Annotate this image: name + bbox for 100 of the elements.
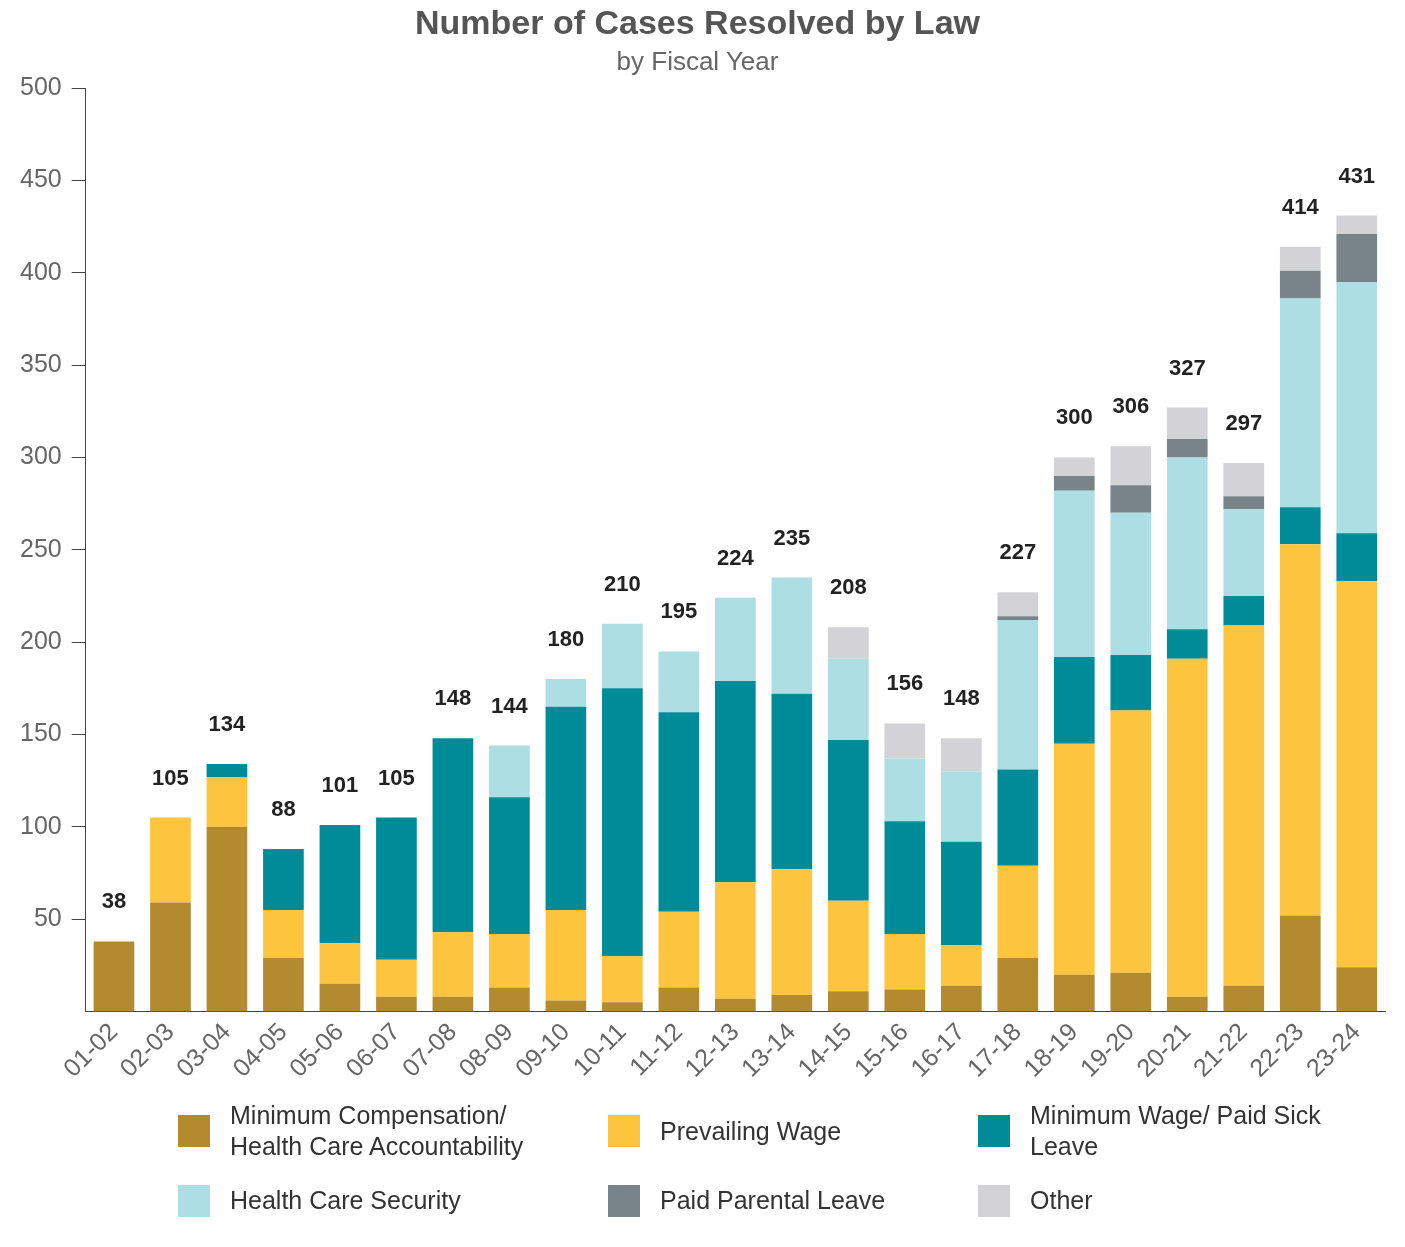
legend-label: Minimum Wage/ Paid Sick Leave: [1030, 1100, 1322, 1163]
legend-label: Prevailing Wage: [660, 1115, 842, 1147]
total-label: 144: [491, 692, 529, 718]
bar: [1166, 407, 1208, 439]
bar: [1110, 512, 1152, 656]
bar: [1110, 446, 1152, 486]
bar: [1336, 967, 1378, 1012]
bar: [997, 865, 1039, 959]
bar: [206, 764, 248, 777]
bar: [1110, 972, 1152, 1012]
bar: [489, 745, 530, 798]
bar: [771, 994, 813, 1012]
total-label: 105: [152, 764, 189, 790]
bar: [263, 849, 304, 910]
total-label: 88: [271, 796, 296, 822]
bar: [997, 592, 1039, 617]
bar: [376, 996, 417, 1012]
bar: [319, 825, 361, 944]
bar: [263, 958, 304, 1012]
bar: [1279, 270, 1321, 299]
bar: [715, 998, 756, 1012]
bar: [206, 826, 248, 1012]
legend-label: Health Care Security: [230, 1184, 461, 1216]
bar: [1336, 233, 1378, 282]
y-tick-label: 300: [19, 441, 62, 470]
total-label: 148: [942, 685, 980, 711]
chart-subtitle: by Fiscal Year: [616, 45, 779, 76]
bar: [206, 776, 248, 827]
bar: [715, 882, 756, 999]
bar: [319, 943, 361, 984]
y-tick-label: 450: [19, 164, 62, 193]
bar: [997, 769, 1039, 866]
total-label: 431: [1338, 162, 1376, 188]
bar: [93, 941, 135, 1012]
y-tick-label: 350: [19, 348, 62, 377]
bar: [432, 932, 474, 997]
bar: [658, 712, 700, 912]
bar: [884, 821, 926, 934]
total-label: 105: [378, 764, 415, 790]
bar: [1110, 710, 1152, 973]
total-label: 210: [604, 570, 641, 596]
y-tick-label: 500: [19, 71, 62, 100]
bar: [828, 900, 869, 992]
bar: [1053, 656, 1095, 744]
bar: [1166, 658, 1208, 997]
bar: [997, 616, 1039, 620]
total-label: 414: [1281, 193, 1320, 219]
bar: [1279, 507, 1321, 545]
total-label: 208: [829, 574, 867, 600]
bar: [545, 909, 587, 1001]
total-label: 180: [547, 626, 585, 652]
bar: [940, 841, 982, 946]
bar: [263, 909, 304, 959]
bar: [376, 817, 417, 960]
y-tick-label: 100: [19, 810, 62, 839]
bar: [1279, 544, 1321, 916]
bar: [884, 989, 926, 1012]
bar: [432, 996, 474, 1012]
bar: [1053, 743, 1095, 975]
bar: [602, 688, 643, 957]
bar: [1279, 246, 1321, 271]
bar: [1336, 281, 1378, 534]
bar: [1223, 625, 1265, 986]
bar: [150, 902, 191, 1012]
bar: [771, 693, 813, 870]
bar: [1053, 974, 1095, 1012]
bar: [884, 758, 926, 822]
total-label: 327: [1168, 354, 1206, 380]
bar: [150, 817, 191, 903]
bar: [1223, 496, 1265, 510]
total-label: 300: [1055, 404, 1093, 430]
total-label: 306: [1112, 393, 1150, 419]
bar: [997, 958, 1039, 1012]
bar: [1053, 457, 1095, 476]
bar: [545, 1000, 587, 1012]
bar: [432, 738, 474, 933]
bar: [1223, 985, 1265, 1012]
bar: [1223, 462, 1265, 497]
bar: [658, 987, 700, 1012]
bar: [828, 627, 869, 659]
total-label: 156: [886, 670, 924, 696]
legend-label: Other: [1030, 1184, 1093, 1216]
bar: [940, 985, 982, 1012]
bar: [489, 987, 530, 1012]
bar: [1336, 581, 1378, 968]
bar: [940, 945, 982, 986]
bar: [1279, 298, 1321, 508]
legend-label: Paid Parental Leave: [660, 1184, 886, 1216]
total-label: 195: [660, 598, 698, 624]
bar: [940, 738, 982, 772]
bar: [997, 619, 1039, 770]
total-label: 224: [717, 544, 755, 570]
bar: [376, 959, 417, 997]
bar: [489, 933, 530, 988]
bar: [828, 991, 869, 1012]
y-tick-label: 150: [19, 718, 62, 747]
bar: [658, 651, 700, 713]
bar: [1110, 485, 1152, 513]
total-label: 148: [434, 685, 472, 711]
bar: [1053, 475, 1095, 491]
